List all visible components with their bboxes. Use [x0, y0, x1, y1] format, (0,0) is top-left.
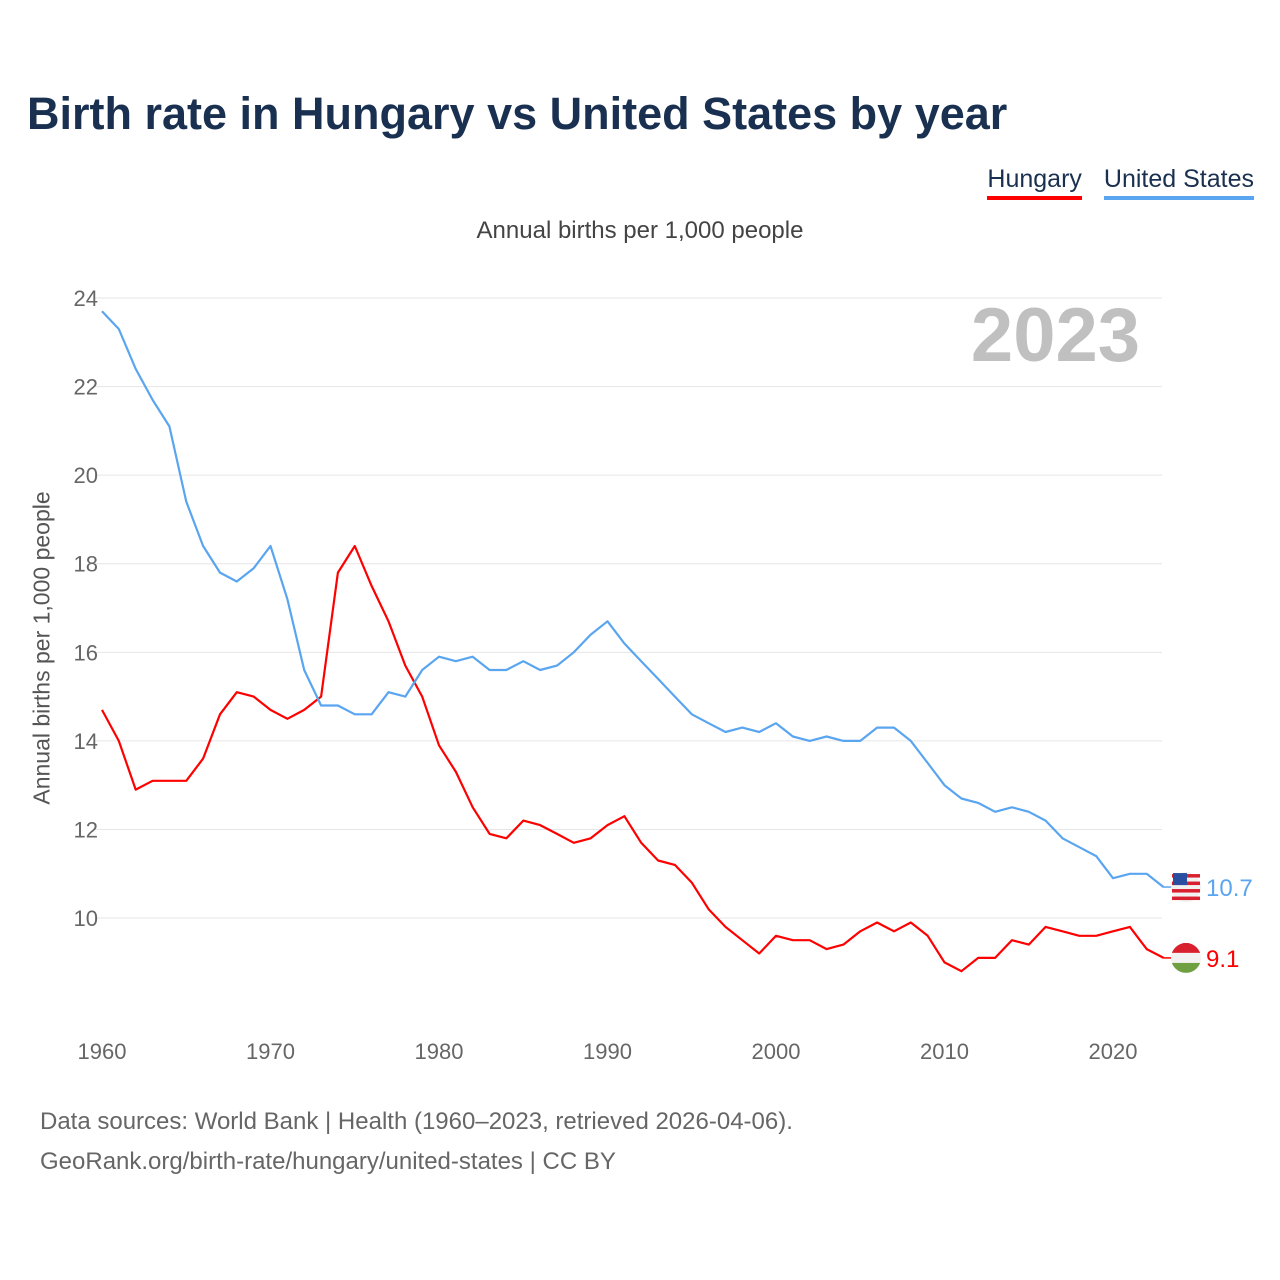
flag-hungary-icon	[1171, 942, 1201, 953]
legend-united-states[interactable]: United States	[1103, 165, 1254, 200]
y-tick-label: 22	[74, 375, 98, 400]
chart-subtitle: Annual births per 1,000 people	[476, 217, 804, 244]
y-tick-label: 20	[74, 463, 98, 488]
source-line-2: GeoRank.org/birth-rate/hungary/united-st…	[40, 1148, 616, 1175]
end-value-label: 9.1	[1206, 946, 1239, 973]
x-tick-label: 1980	[415, 1039, 464, 1064]
legend-hungary[interactable]: Hungary	[987, 165, 1082, 200]
y-tick-label: 12	[74, 817, 98, 842]
x-tick-label: 2020	[1089, 1039, 1138, 1064]
x-tick-label: 2010	[920, 1039, 969, 1064]
y-tick-label: 24	[74, 286, 98, 311]
chart-title: Birth rate in Hungary vs United States b…	[27, 88, 1008, 139]
end-value-label: 10.7	[1206, 875, 1253, 902]
x-tick-label: 2000	[752, 1039, 801, 1064]
x-tick-label: 1990	[583, 1039, 632, 1064]
series-line-united-states	[101, 310, 1165, 888]
y-tick-label: 14	[74, 729, 98, 754]
flag-us-icon	[1172, 889, 1200, 893]
y-tick-label: 18	[74, 552, 98, 577]
year-watermark: 2023	[971, 293, 1140, 378]
source-line-1: Data sources: World Bank | Health (1960–…	[40, 1108, 793, 1135]
flag-us-icon	[1173, 873, 1187, 886]
x-tick-label: 1970	[246, 1039, 295, 1064]
y-tick-label: 16	[74, 640, 98, 665]
flag-hungary-icon	[1171, 962, 1201, 973]
series-line-hungary	[101, 544, 1165, 973]
y-tick-label: 10	[74, 906, 98, 931]
flag-us-icon	[1172, 896, 1200, 901]
flag-hungary-icon	[1171, 952, 1201, 963]
legend: Hungary United States	[987, 165, 1254, 200]
x-tick-label: 1960	[78, 1039, 127, 1064]
